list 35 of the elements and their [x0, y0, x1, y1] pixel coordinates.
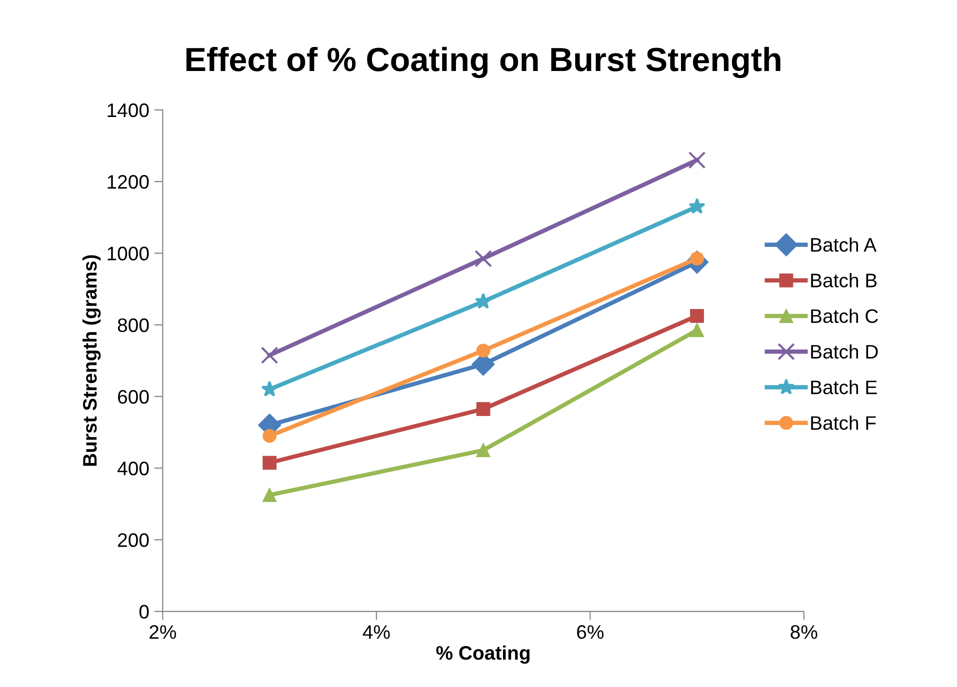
legend-label: Batch E [811, 380, 877, 394]
point [688, 198, 706, 214]
legend-label: Batch A [811, 237, 877, 252]
y-tick-label: 400 [118, 462, 149, 476]
y-tick-label: 200 [118, 533, 149, 548]
point [474, 292, 492, 309]
chart-title: Effect of % Coating on Burst Strength [186, 46, 780, 78]
point [474, 250, 492, 268]
legend-label: Batch B [811, 273, 877, 288]
x-axis-title: % Coating [436, 646, 530, 664]
y-axis-title: Burst Strength (grams) [82, 255, 101, 466]
x-tick-label: 6% [577, 625, 604, 639]
point [262, 428, 276, 443]
point [690, 323, 704, 338]
legend-label: Batch C [811, 308, 878, 324]
point [261, 380, 278, 397]
point [688, 151, 706, 169]
point [262, 488, 276, 502]
point [476, 443, 490, 458]
legend-label: Batch D [811, 344, 878, 359]
point [690, 308, 704, 323]
y-tick-label: 800 [118, 318, 149, 332]
point [476, 344, 490, 358]
y-tick-label: 600 [118, 390, 149, 404]
point [476, 402, 490, 416]
point [262, 456, 276, 470]
legend-label: Batch F [811, 416, 876, 430]
x-tick-label: 2% [150, 625, 176, 639]
x-tick-label: 8% [790, 625, 818, 639]
x-tick-label: 4% [362, 625, 390, 639]
y-tick-label: 0 [139, 604, 149, 619]
point [260, 346, 278, 364]
y-tick-label: 1400 [108, 103, 149, 118]
y-tick-label: 1000 [108, 246, 149, 260]
y-tick-label: 1200 [108, 175, 149, 189]
